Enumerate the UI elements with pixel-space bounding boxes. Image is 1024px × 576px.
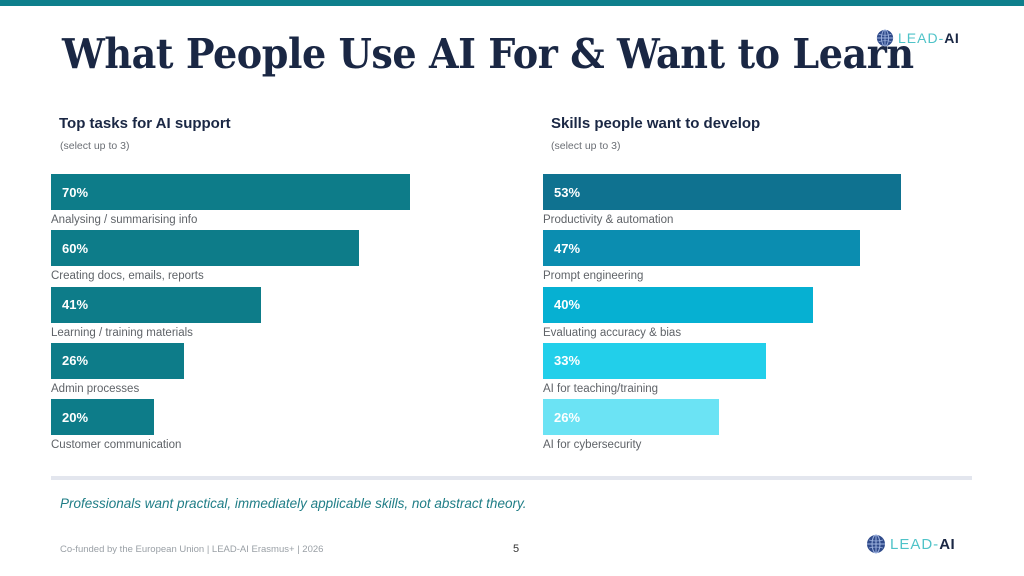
bar-category-label: Prompt engineering — [543, 270, 644, 283]
bar-row: 70% Analysing / summarising info — [51, 170, 491, 226]
bar-value-label: 33% — [554, 353, 581, 369]
bar-category-label: Creating docs, emails, reports — [51, 270, 204, 283]
bar-category-label: Learning / training materials — [51, 326, 193, 339]
bar-value-label: 26% — [554, 409, 581, 425]
bar-row: 26% Admin processes — [51, 339, 491, 395]
bar-value-label: 60% — [62, 240, 89, 256]
skills-bar-chart: 53% Productivity & automation 47% Prompt en… — [543, 170, 983, 460]
page-number: 5 — [513, 543, 520, 555]
bar: 41% — [51, 286, 262, 323]
key-takeaway: Professionals want practical, immediatel… — [60, 496, 527, 511]
lead-ai-logo-top: LEAD-AI — [876, 29, 959, 47]
bar-row: 40% Evaluating accuracy & bias — [543, 283, 983, 339]
logo-wordmark: LEAD-AI — [898, 30, 960, 46]
bar-category-label: Customer communication — [51, 439, 182, 452]
bar-row: 41% Learning / training materials — [51, 283, 491, 339]
bar-value-label: 53% — [554, 184, 581, 200]
bar-row: 20% Customer communication — [51, 395, 491, 451]
bar: 47% — [543, 230, 861, 267]
bar-category-label: AI for cybersecurity — [543, 439, 642, 452]
bar: 40% — [543, 286, 814, 323]
bar-row: 60% Creating docs, emails, reports — [51, 226, 491, 282]
bar-row: 26% AI for cybersecurity — [543, 395, 983, 451]
bar-row: 47% Prompt engineering — [543, 226, 983, 282]
section-divider — [51, 476, 972, 480]
tasks-bar-chart: 70% Analysing / summarising info 60% Creati… — [51, 170, 491, 460]
globe-icon — [867, 534, 885, 554]
bar: 26% — [51, 342, 185, 379]
bar: 20% — [51, 399, 154, 436]
footer-credits: Co-funded by the European Union | LEAD-A… — [60, 544, 324, 555]
right-chart-title: Skills people want to develop — [551, 115, 761, 132]
bar: 26% — [543, 399, 719, 436]
bar-row: 33% AI for teaching/training — [543, 339, 983, 395]
bar-row: 53% Productivity & automation — [543, 170, 983, 226]
bar-category-label: Analysing / summarising info — [51, 214, 198, 226]
bar-category-label: Productivity & automation — [543, 214, 674, 226]
bar-value-label: 20% — [62, 409, 89, 425]
top-accent-bar — [0, 0, 1024, 6]
bar: 33% — [543, 342, 766, 379]
bar-value-label: 40% — [554, 297, 581, 313]
bar-value-label: 70% — [62, 184, 89, 200]
bar-value-label: 47% — [554, 240, 581, 256]
bar-category-label: AI for teaching/training — [543, 382, 659, 395]
globe-icon — [876, 29, 894, 47]
bar: 70% — [51, 174, 410, 210]
logo-wordmark: LEAD-AI — [890, 535, 956, 553]
bar-category-label: Admin processes — [51, 382, 140, 395]
bar: 53% — [543, 174, 901, 210]
bar-value-label: 41% — [62, 297, 89, 313]
bar-category-label: Evaluating accuracy & bias — [543, 326, 682, 339]
left-chart-title: Top tasks for AI support — [59, 115, 231, 132]
bar-value-label: 26% — [62, 353, 89, 369]
bar: 60% — [51, 230, 359, 267]
left-chart-subtitle: (select up to 3) — [60, 140, 130, 152]
slide-title: What People Use AI For & Want to Learn — [62, 30, 914, 78]
right-chart-subtitle: (select up to 3) — [551, 140, 621, 152]
lead-ai-logo-bottom: LEAD-AI — [866, 534, 955, 554]
